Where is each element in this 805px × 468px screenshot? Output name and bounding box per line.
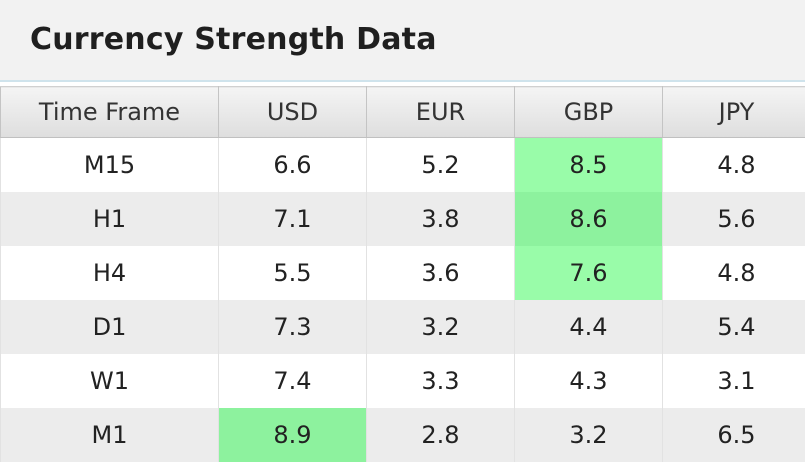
table-row[interactable]: D1 7.3 3.2 4.4 5.4	[0, 300, 805, 354]
window-title: Currency Strength Data	[30, 21, 437, 57]
cell-time-frame[interactable]: M1	[0, 408, 219, 462]
cell-usd[interactable]: 8.9	[218, 408, 367, 462]
table-row[interactable]: M15 6.6 5.2 8.5 4.8	[0, 137, 805, 192]
column-header-jpy[interactable]: JPY	[662, 86, 805, 138]
cell-jpy[interactable]: 4.8	[662, 137, 805, 192]
cell-time-frame[interactable]: H4	[0, 246, 219, 300]
table-row[interactable]: H4 5.5 3.6 7.6 4.8	[0, 246, 805, 300]
cell-eur[interactable]: 3.2	[366, 300, 515, 354]
column-header-eur[interactable]: EUR	[366, 86, 515, 138]
column-header-usd[interactable]: USD	[218, 86, 367, 138]
cell-usd[interactable]: 7.1	[218, 192, 367, 246]
cell-jpy[interactable]: 5.4	[662, 300, 805, 354]
cell-usd[interactable]: 5.5	[218, 246, 367, 300]
cell-time-frame[interactable]: D1	[0, 300, 219, 354]
currency-strength-table: Time Frame USD EUR GBP JPY M15 6.6 5.2 8…	[0, 86, 805, 462]
cell-gbp[interactable]: 4.3	[514, 354, 663, 408]
cell-jpy[interactable]: 5.6	[662, 192, 805, 246]
cell-eur[interactable]: 3.6	[366, 246, 515, 300]
cell-eur[interactable]: 2.8	[366, 408, 515, 462]
table-row[interactable]: M1 8.9 2.8 3.2 6.5	[0, 408, 805, 462]
column-header-gbp[interactable]: GBP	[514, 86, 663, 138]
cell-jpy[interactable]: 6.5	[662, 408, 805, 462]
table-row[interactable]: H1 7.1 3.8 8.6 5.6	[0, 192, 805, 246]
cell-gbp[interactable]: 8.6	[514, 192, 663, 246]
table-header-row: Time Frame USD EUR GBP JPY	[0, 86, 805, 138]
cell-gbp[interactable]: 7.6	[514, 246, 663, 300]
cell-eur[interactable]: 3.8	[366, 192, 515, 246]
cell-gbp[interactable]: 3.2	[514, 408, 663, 462]
cell-gbp[interactable]: 4.4	[514, 300, 663, 354]
table-container: Time Frame USD EUR GBP JPY M15 6.6 5.2 8…	[0, 86, 805, 462]
column-header-time-frame[interactable]: Time Frame	[0, 86, 219, 138]
table-row[interactable]: W1 7.4 3.3 4.3 3.1	[0, 354, 805, 408]
cell-time-frame[interactable]: M15	[0, 137, 219, 192]
cell-usd[interactable]: 7.4	[218, 354, 367, 408]
cell-usd[interactable]: 7.3	[218, 300, 367, 354]
cell-eur[interactable]: 3.3	[366, 354, 515, 408]
cell-time-frame[interactable]: H1	[0, 192, 219, 246]
cell-gbp[interactable]: 8.5	[514, 137, 663, 192]
cell-usd[interactable]: 6.6	[218, 137, 367, 192]
cell-jpy[interactable]: 3.1	[662, 354, 805, 408]
title-bar: Currency Strength Data	[0, 0, 805, 82]
cell-time-frame[interactable]: W1	[0, 354, 219, 408]
cell-eur[interactable]: 5.2	[366, 137, 515, 192]
cell-jpy[interactable]: 4.8	[662, 246, 805, 300]
